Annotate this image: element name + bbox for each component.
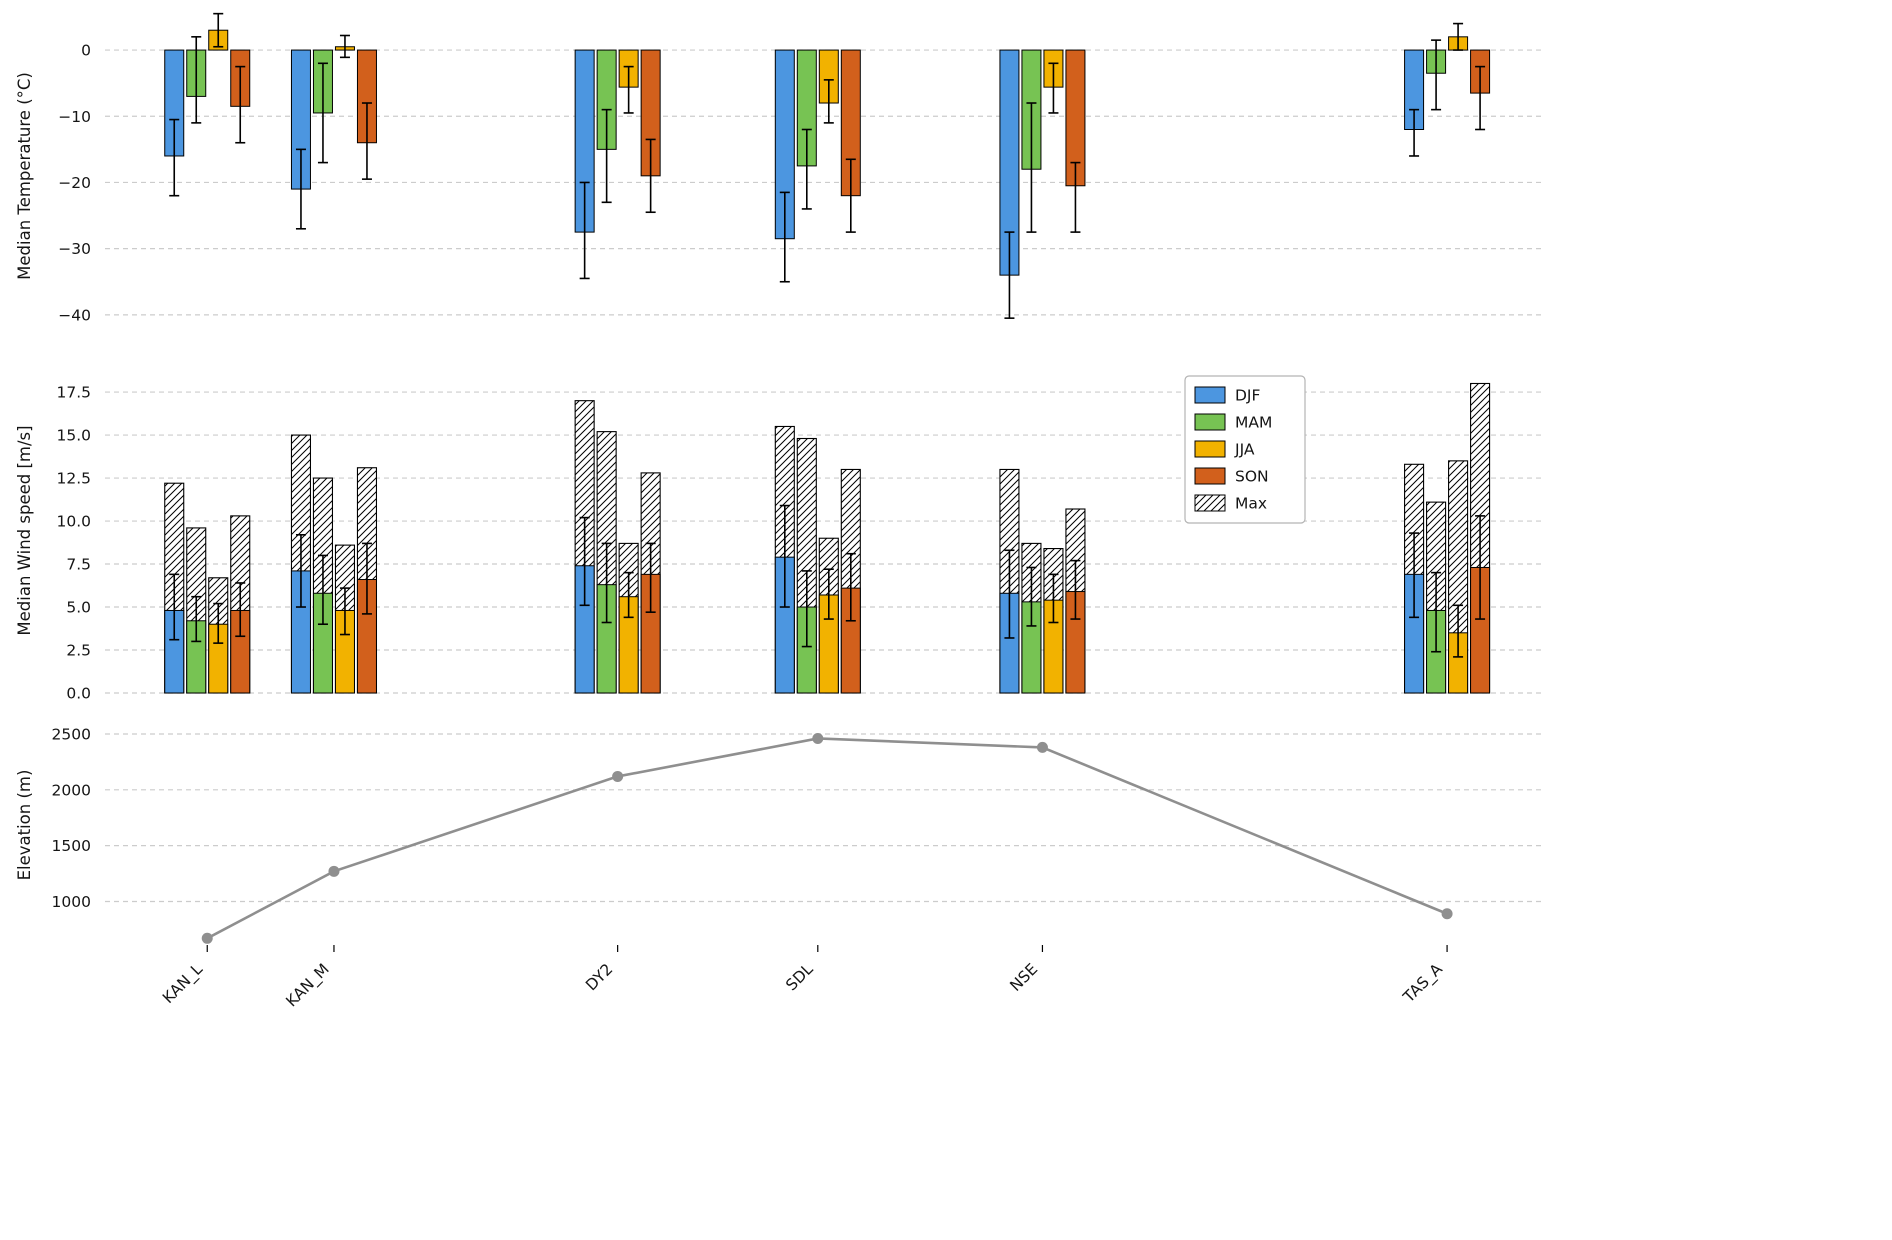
wind-ytick-label: 7.5 xyxy=(66,556,91,574)
temperature-ytick-label: 0 xyxy=(81,42,91,60)
temperature-ytick-label: −10 xyxy=(58,108,91,126)
legend: DJF MAM JJA SON Max xyxy=(1184,375,1306,524)
legend-swatch-JJA xyxy=(1194,440,1226,458)
wind-ytick-label: 12.5 xyxy=(56,470,91,488)
elevation-marker xyxy=(201,932,213,944)
temperature-axis-label: Median Temperature (°C) xyxy=(15,72,34,280)
legend-label-JJA: JJA xyxy=(1234,441,1255,459)
wind-ytick-label: 0.0 xyxy=(66,685,91,703)
legend-box xyxy=(1184,375,1306,524)
wind-ytick-label: 5.0 xyxy=(66,599,91,617)
legend-swatch-SON xyxy=(1194,467,1226,485)
legend-label-SON: SON xyxy=(1235,468,1269,486)
elevation-ytick-label: 2000 xyxy=(52,781,91,799)
elevation-line xyxy=(206,737,1448,940)
legend-label-DJF: DJF xyxy=(1235,387,1261,405)
wind-panel: 0.0 2.5 5.0 7.5 10.0 12.5 15.0 17.5 Median Wind … xyxy=(15,382,1545,703)
elevation-marker xyxy=(612,770,624,782)
legend-label-Max: Max xyxy=(1235,495,1267,513)
wind-ytick-label: 17.5 xyxy=(56,384,91,402)
elevation-marker xyxy=(328,865,340,877)
elevation-panel: 1000 1500 2000 2500 Elevation (m) xyxy=(15,726,1545,944)
wind-ytick-label: 2.5 xyxy=(66,642,91,660)
elevation-ytick-label: 2500 xyxy=(52,726,91,744)
legend-swatch-Max xyxy=(1194,494,1226,512)
temperature-ytick-label: −30 xyxy=(58,240,91,258)
wind-ytick-label: 15.0 xyxy=(56,427,91,445)
legend-swatch-MAM xyxy=(1194,413,1226,431)
wind-axis-label: Median Wind speed [m/s] xyxy=(15,425,34,635)
temperature-panel: 0 −10 −20 −30 −40 Median Temperature (°C) xyxy=(15,12,1545,324)
elevation-axis-label: Elevation (m) xyxy=(15,770,34,881)
elevation-marker xyxy=(1036,741,1048,753)
legend-label-MAM: MAM xyxy=(1235,414,1272,432)
legend-swatch-DJF xyxy=(1194,386,1226,404)
elevation-marker xyxy=(812,732,824,744)
elevation-ytick-label: 1000 xyxy=(52,893,91,911)
wind-ytick-label: 10.0 xyxy=(56,513,91,531)
elevation-marker xyxy=(1441,908,1453,920)
temperature-ytick-label: −40 xyxy=(58,306,91,324)
elevation-ytick-label: 1500 xyxy=(52,837,91,855)
temperature-ytick-label: −20 xyxy=(58,174,91,192)
